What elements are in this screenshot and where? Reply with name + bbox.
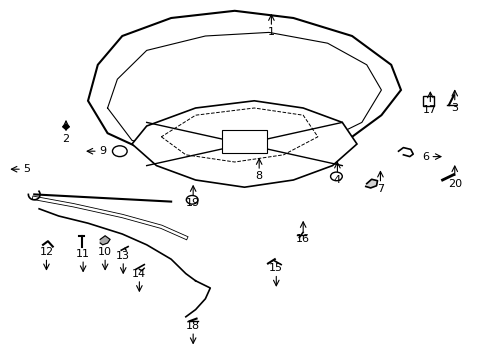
Text: 10: 10 xyxy=(98,247,112,257)
Bar xyxy=(422,96,433,106)
Text: 8: 8 xyxy=(255,171,262,181)
Text: 20: 20 xyxy=(447,179,461,189)
Text: 17: 17 xyxy=(423,105,436,115)
Bar xyxy=(222,130,266,153)
Text: 19: 19 xyxy=(186,198,200,208)
Text: 4: 4 xyxy=(333,175,340,185)
Text: 16: 16 xyxy=(296,234,309,244)
Text: 6: 6 xyxy=(421,152,428,162)
Circle shape xyxy=(186,195,198,204)
Text: 13: 13 xyxy=(116,251,130,261)
Text: 11: 11 xyxy=(76,249,90,259)
Polygon shape xyxy=(88,11,400,162)
Text: 18: 18 xyxy=(186,321,200,331)
Text: 2: 2 xyxy=(62,134,69,144)
Text: 7: 7 xyxy=(376,184,383,194)
Polygon shape xyxy=(100,236,110,245)
Circle shape xyxy=(330,172,342,181)
Text: 5: 5 xyxy=(23,164,30,174)
Text: 12: 12 xyxy=(40,247,53,257)
Polygon shape xyxy=(365,179,377,188)
Text: 14: 14 xyxy=(132,269,146,279)
Polygon shape xyxy=(62,124,69,130)
Text: 3: 3 xyxy=(450,103,457,113)
Polygon shape xyxy=(132,101,356,187)
Text: 9: 9 xyxy=(99,146,106,156)
Circle shape xyxy=(112,146,127,157)
Text: 1: 1 xyxy=(267,27,274,37)
Text: 15: 15 xyxy=(269,263,283,273)
